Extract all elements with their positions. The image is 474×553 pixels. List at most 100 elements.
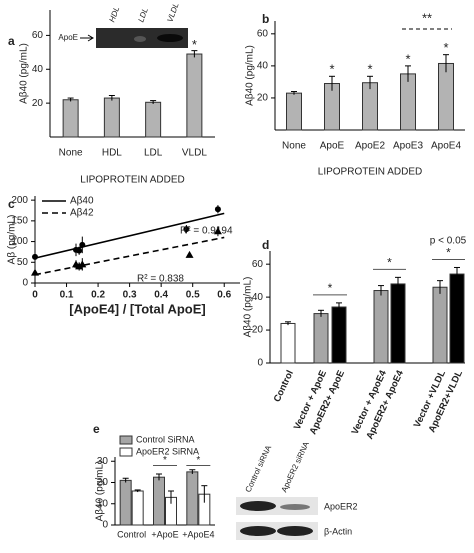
bar	[280, 322, 296, 364]
point	[31, 268, 39, 276]
x-axis-label: LIPOPROTEIN ADDED	[80, 175, 184, 186]
x-tick-label: 0.1	[60, 290, 74, 301]
bar	[362, 82, 378, 131]
bar	[131, 490, 144, 526]
y-tick-label: 200	[11, 195, 28, 206]
bar	[186, 471, 199, 526]
annotation: *	[443, 40, 448, 55]
annotation: *	[163, 455, 167, 466]
point	[76, 247, 83, 254]
x-tick-label: 0	[32, 290, 38, 301]
x-tick-label: 0.2	[91, 290, 105, 301]
x-tick-label: LDL	[144, 148, 163, 159]
fit-line	[34, 212, 225, 259]
legend-swatch	[119, 435, 133, 445]
y-axis-label: Aβ40 (pg/mL)	[245, 45, 256, 106]
bar	[331, 306, 347, 364]
x-tick-label: ApoE3	[393, 141, 423, 152]
legend-label: Aβ42	[70, 208, 94, 219]
panel-label: d	[262, 238, 269, 252]
blot-band	[277, 526, 313, 536]
bar	[103, 97, 120, 138]
bar	[145, 101, 162, 138]
y-axis-label: Aβ (pg/mL)	[7, 215, 18, 265]
y-tick-label: 10	[97, 498, 109, 509]
point	[185, 250, 194, 258]
bar	[186, 53, 203, 138]
x-tick-label: 0.3	[123, 290, 137, 301]
blot-band	[157, 34, 183, 42]
x-tick-label: ApoE2	[355, 141, 385, 152]
x-tick-label: ApoE	[320, 141, 345, 152]
y-tick-label: 0	[102, 520, 108, 531]
bar	[119, 479, 132, 526]
inset-marker: ApoE	[58, 33, 78, 42]
point	[78, 260, 87, 268]
legend-label: Aβ40	[70, 196, 94, 207]
bar	[313, 313, 329, 364]
y-tick-label: 40	[32, 64, 44, 75]
bar	[432, 286, 448, 364]
blot-band	[240, 501, 276, 511]
x-tick-label: None	[282, 141, 306, 152]
bar	[449, 273, 465, 364]
y-tick-label: 20	[252, 325, 264, 336]
annotation: *	[329, 62, 334, 77]
legend-label: ApoER2 SiRNA	[136, 446, 199, 456]
y-tick-label: 150	[11, 215, 28, 226]
y-tick-label: 60	[257, 28, 269, 39]
panel-label: a	[8, 34, 15, 48]
bar	[390, 283, 406, 364]
blot-band	[240, 526, 276, 536]
blot-band	[134, 36, 146, 42]
x-tick-label: VLDL	[182, 148, 207, 159]
annotation: *	[328, 281, 333, 295]
y-tick-label: 20	[257, 93, 269, 104]
fit-line	[34, 236, 225, 276]
x-tick-label: HDL	[102, 148, 122, 159]
annotation: **	[422, 10, 432, 25]
bar	[153, 476, 165, 526]
r2-label: R² = 0.9194	[180, 226, 233, 237]
y-tick-label: 50	[17, 257, 29, 268]
x-tick-label: +ApoE	[151, 529, 178, 539]
blot-row-label: β-Actin	[324, 526, 352, 536]
x-tick-label: ApoE4	[431, 141, 461, 152]
y-tick-label: 40	[252, 292, 264, 303]
x-tick-label: Control	[117, 529, 146, 539]
y-tick-label: 60	[32, 30, 44, 41]
annotation: *	[367, 62, 372, 77]
annotation: *	[196, 455, 200, 466]
blot-row-label: ApoER2	[324, 501, 358, 511]
panel-label: b	[262, 12, 269, 26]
y-tick-label: 30	[97, 456, 109, 467]
point	[183, 226, 190, 233]
y-tick-label: 100	[11, 236, 28, 247]
y-axis-label: Aβ40 (pg/mL)	[95, 461, 106, 522]
blot-band	[280, 504, 310, 510]
x-axis-label: LIPOPROTEIN ADDED	[318, 167, 422, 178]
panel-label: c	[8, 197, 15, 211]
point	[213, 227, 222, 235]
x-tick-label: 0.6	[217, 290, 231, 301]
y-tick-label: 0	[257, 358, 263, 369]
bar	[62, 99, 79, 138]
legend-label: Control SiRNA	[136, 434, 195, 444]
y-tick-label: 0	[22, 278, 28, 289]
annotation: *	[405, 51, 410, 66]
y-tick-label: 40	[257, 61, 269, 72]
annotation: *	[387, 256, 392, 270]
annotation: *	[446, 246, 451, 260]
y-axis-label: Aβ40 (pg/mL)	[19, 43, 30, 104]
x-axis-label: [ApoE4] / [Total ApoE]	[69, 301, 205, 316]
x-tick-label: None	[59, 148, 83, 159]
blot-arrow	[80, 34, 94, 42]
x-tick-label: 0.5	[186, 290, 200, 301]
point	[32, 253, 38, 260]
y-axis-label: Aβ40 (pg/mL)	[243, 277, 254, 338]
legend-swatch	[119, 447, 133, 457]
bar	[373, 290, 389, 364]
annotation: p < 0.05	[430, 236, 467, 247]
annotation: *	[192, 37, 197, 52]
